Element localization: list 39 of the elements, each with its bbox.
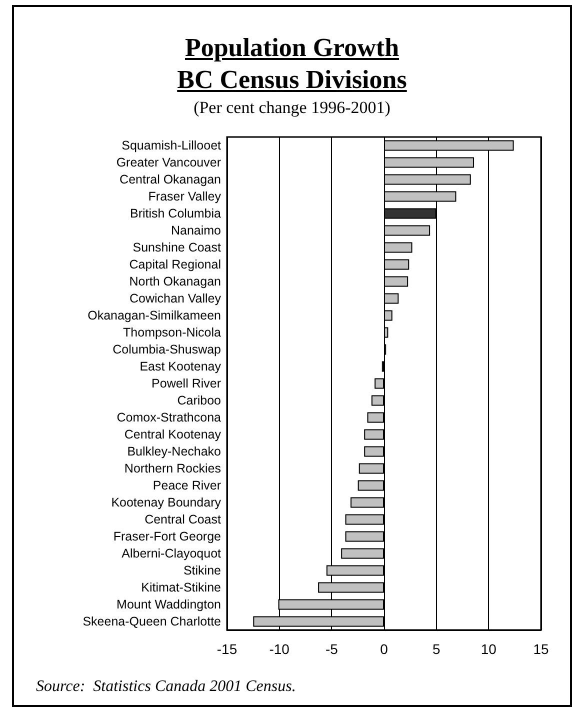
y-tick-label: British Columbia bbox=[130, 206, 222, 220]
y-tick-label: Bulkley-Nechako bbox=[127, 444, 222, 458]
y-tick-label: Columbia-Shuswap bbox=[112, 342, 222, 356]
y-tick-label: Cowichan Valley bbox=[130, 292, 222, 306]
x-tick-label: 10 bbox=[480, 641, 497, 657]
chart-title: Population Growth BC Census Divisions bbox=[177, 33, 407, 94]
y-tick-label: Thompson-Nicola bbox=[123, 326, 222, 340]
y-tick-label: Capital Regional bbox=[129, 258, 221, 272]
y-tick-label: North Okanagan bbox=[129, 274, 222, 288]
chart-subtitle: (Per cent change 1996-2001) bbox=[192, 98, 392, 118]
y-tick-label: Central Okanagan bbox=[120, 172, 222, 186]
y-tick-label: East Kootenay bbox=[140, 360, 222, 374]
source-note: Source: Statistics Canada 2001 Census. bbox=[36, 678, 296, 696]
y-tick-label: Peace River bbox=[152, 478, 221, 492]
y-tick-label: Sunshine Coast bbox=[132, 240, 222, 254]
y-tick-label: Cariboo bbox=[177, 394, 222, 408]
y-tick-label: Powell River bbox=[152, 376, 221, 390]
y-tick-label: Skeena-Queen Charlotte bbox=[82, 614, 222, 628]
y-tick-label: Northern Rockies bbox=[124, 462, 221, 476]
y-tick-label: Squamish-Lillooet bbox=[122, 138, 222, 152]
x-tick-label: -15 bbox=[216, 641, 238, 657]
y-tick-label: Fraser Valley bbox=[148, 190, 222, 204]
x-tick-label: 5 bbox=[432, 641, 440, 657]
y-tick-label: Mount Waddington bbox=[116, 598, 222, 612]
y-tick-label: Greater Vancouver bbox=[116, 156, 221, 170]
y-tick-label: Central Coast bbox=[144, 512, 222, 526]
y-tick-label: Nanaimo bbox=[170, 224, 222, 238]
x-tick-label: -10 bbox=[269, 641, 290, 657]
y-tick-label: Kootenay Boundary bbox=[111, 496, 222, 510]
y-tick-label: Alberni-Clayoquot bbox=[122, 546, 222, 560]
y-tick-label: Comox-Strathcona bbox=[116, 410, 222, 424]
y-tick-label: Fraser-Fort George bbox=[113, 530, 222, 544]
y-tick-label: Kitimat-Stikine bbox=[141, 580, 222, 594]
x-tick-label: -5 bbox=[325, 641, 338, 657]
x-tick-label: 15 bbox=[533, 641, 549, 657]
x-tick-label: 0 bbox=[380, 641, 388, 657]
y-tick-label: Central Kootenay bbox=[124, 428, 222, 442]
y-tick-label: Okanagan-Similkameen bbox=[88, 308, 222, 322]
y-tick-label: Stikine bbox=[183, 564, 222, 578]
